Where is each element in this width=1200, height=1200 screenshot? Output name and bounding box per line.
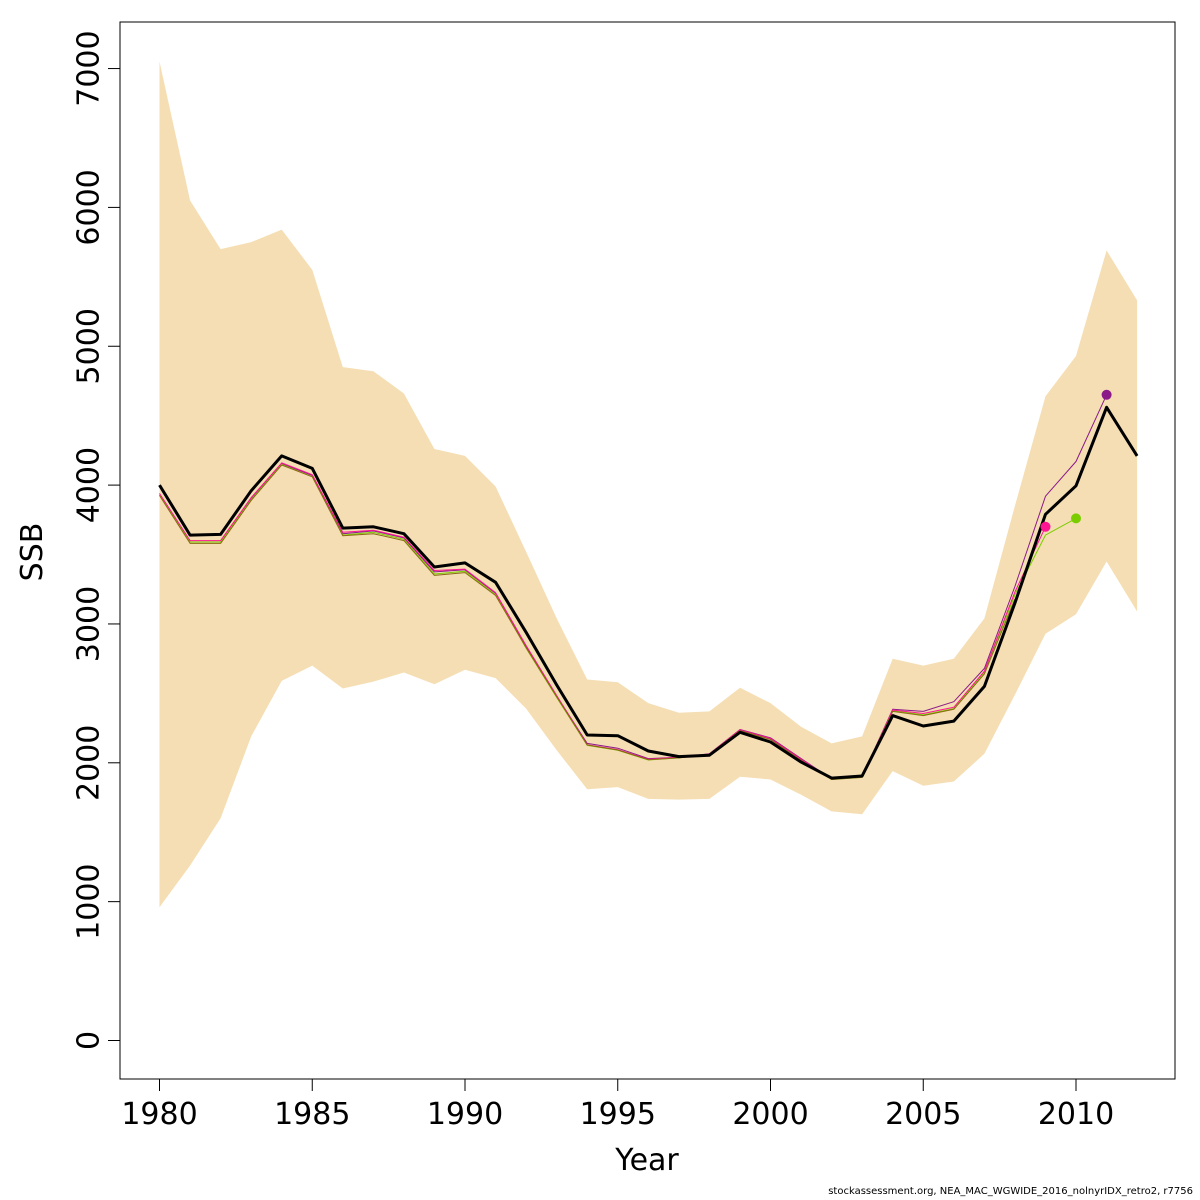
x-tick-label: 2005 [885, 1097, 961, 1132]
y-axis: 0 1000 2000 3000 4000 5000 6000 7000 [72, 30, 121, 1050]
endpoint-marker-retro-2010 [1071, 513, 1081, 524]
x-tick-label: 1995 [580, 1097, 656, 1132]
endpoint-markers-layer [1040, 389, 1112, 532]
series-line-main [158, 405, 1139, 780]
y-tick-label: 3000 [72, 586, 107, 662]
x-tick-label: 1980 [121, 1097, 197, 1132]
y-tick-label: 2000 [72, 725, 107, 801]
x-tick-label: 2010 [1038, 1097, 1114, 1132]
confidence-band [159, 61, 1138, 908]
y-tick-label: 4000 [72, 447, 107, 523]
endpoint-marker-retro-2009 [1040, 521, 1051, 532]
x-axis-title: Year [614, 1143, 679, 1178]
x-tick-label: 2000 [732, 1097, 808, 1132]
x-tick-label: 1985 [274, 1097, 350, 1132]
x-tick-label: 1990 [427, 1097, 503, 1132]
y-tick-label: 5000 [72, 308, 107, 384]
footer-credit: stockassessment.org, NEA_MAC_WGWIDE_2016… [828, 1186, 1193, 1197]
x-axis: 1980 1985 1990 1995 2000 2005 2010 [121, 1078, 1114, 1132]
y-tick-label: 7000 [72, 30, 107, 106]
y-axis-title: SSB [15, 523, 50, 582]
series-lines-layer [158, 394, 1139, 780]
y-tick-label: 1000 [72, 863, 107, 939]
y-tick-label: 0 [72, 1031, 107, 1050]
endpoint-marker-retro-2011 [1101, 389, 1112, 400]
confidence-band-layer [159, 61, 1138, 908]
y-tick-label: 6000 [72, 169, 107, 245]
